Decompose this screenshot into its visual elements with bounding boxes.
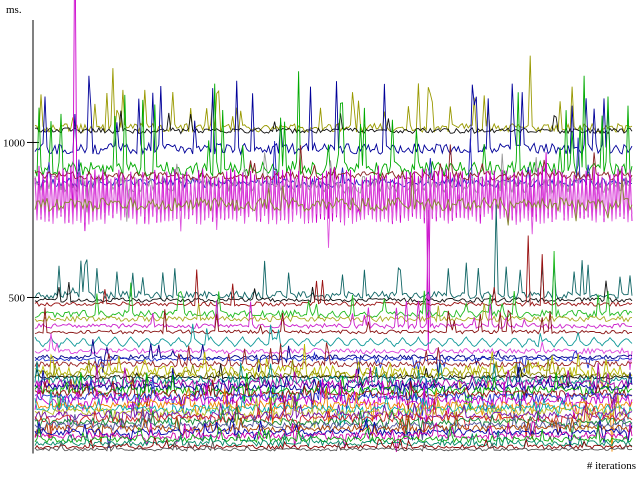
- y-axis-unit-label: ms.: [6, 4, 22, 16]
- series-line-darkred-mid: [34, 235, 633, 308]
- series-line-slate-b: [34, 408, 633, 442]
- series-line-pink-b: [34, 421, 633, 452]
- series-lines: [34, 0, 633, 452]
- series-line-darkred-mid2: [34, 307, 632, 335]
- series-line-teal-b2: [34, 431, 633, 448]
- y-axis-tick-label: 500: [9, 292, 26, 304]
- series-line-maroon-b: [34, 436, 633, 451]
- series-line-teal-b: [34, 361, 633, 403]
- series-line-darkred-upper: [34, 144, 633, 182]
- series-line-yellow-b1: [34, 343, 633, 394]
- y-axis: 500 1000: [3, 20, 39, 454]
- series-line-navy-b: [34, 367, 633, 402]
- y-axis-tick-label: 1000: [3, 137, 26, 149]
- series-line-teal-zigzag: [34, 323, 633, 349]
- series-line-darkred-mid3: [34, 342, 633, 368]
- series-line-yellow-b2: [34, 394, 632, 431]
- series-line-green-b3: [34, 423, 633, 445]
- series-line-blue-b2: [34, 415, 633, 448]
- series-line-black-top: [34, 110, 633, 135]
- series-line-red-b: [34, 399, 633, 438]
- series-line-darkteal-mid: [34, 204, 633, 301]
- x-axis-label: # iterations: [587, 460, 636, 472]
- series-line-blue-mid: [34, 349, 633, 373]
- series-line-magenta-b: [34, 378, 633, 423]
- series-line-navy-mid: [34, 339, 633, 376]
- series-line-gray-b: [34, 441, 633, 452]
- series-line-pink-band: [34, 175, 633, 248]
- series-line-khaki-top: [34, 55, 633, 134]
- series-line-black-mid: [34, 280, 633, 303]
- series-line-magenta-mid: [34, 210, 632, 330]
- series-line-green-mid: [34, 250, 633, 319]
- series-line-navy-top: [34, 75, 633, 156]
- series-line-magenta-mid2: [34, 333, 633, 370]
- series-line-blue-b: [34, 376, 633, 416]
- series-line-olive-upper: [34, 175, 633, 226]
- series-line-green-upper: [34, 71, 633, 179]
- series-line-khaki-mid: [34, 302, 633, 323]
